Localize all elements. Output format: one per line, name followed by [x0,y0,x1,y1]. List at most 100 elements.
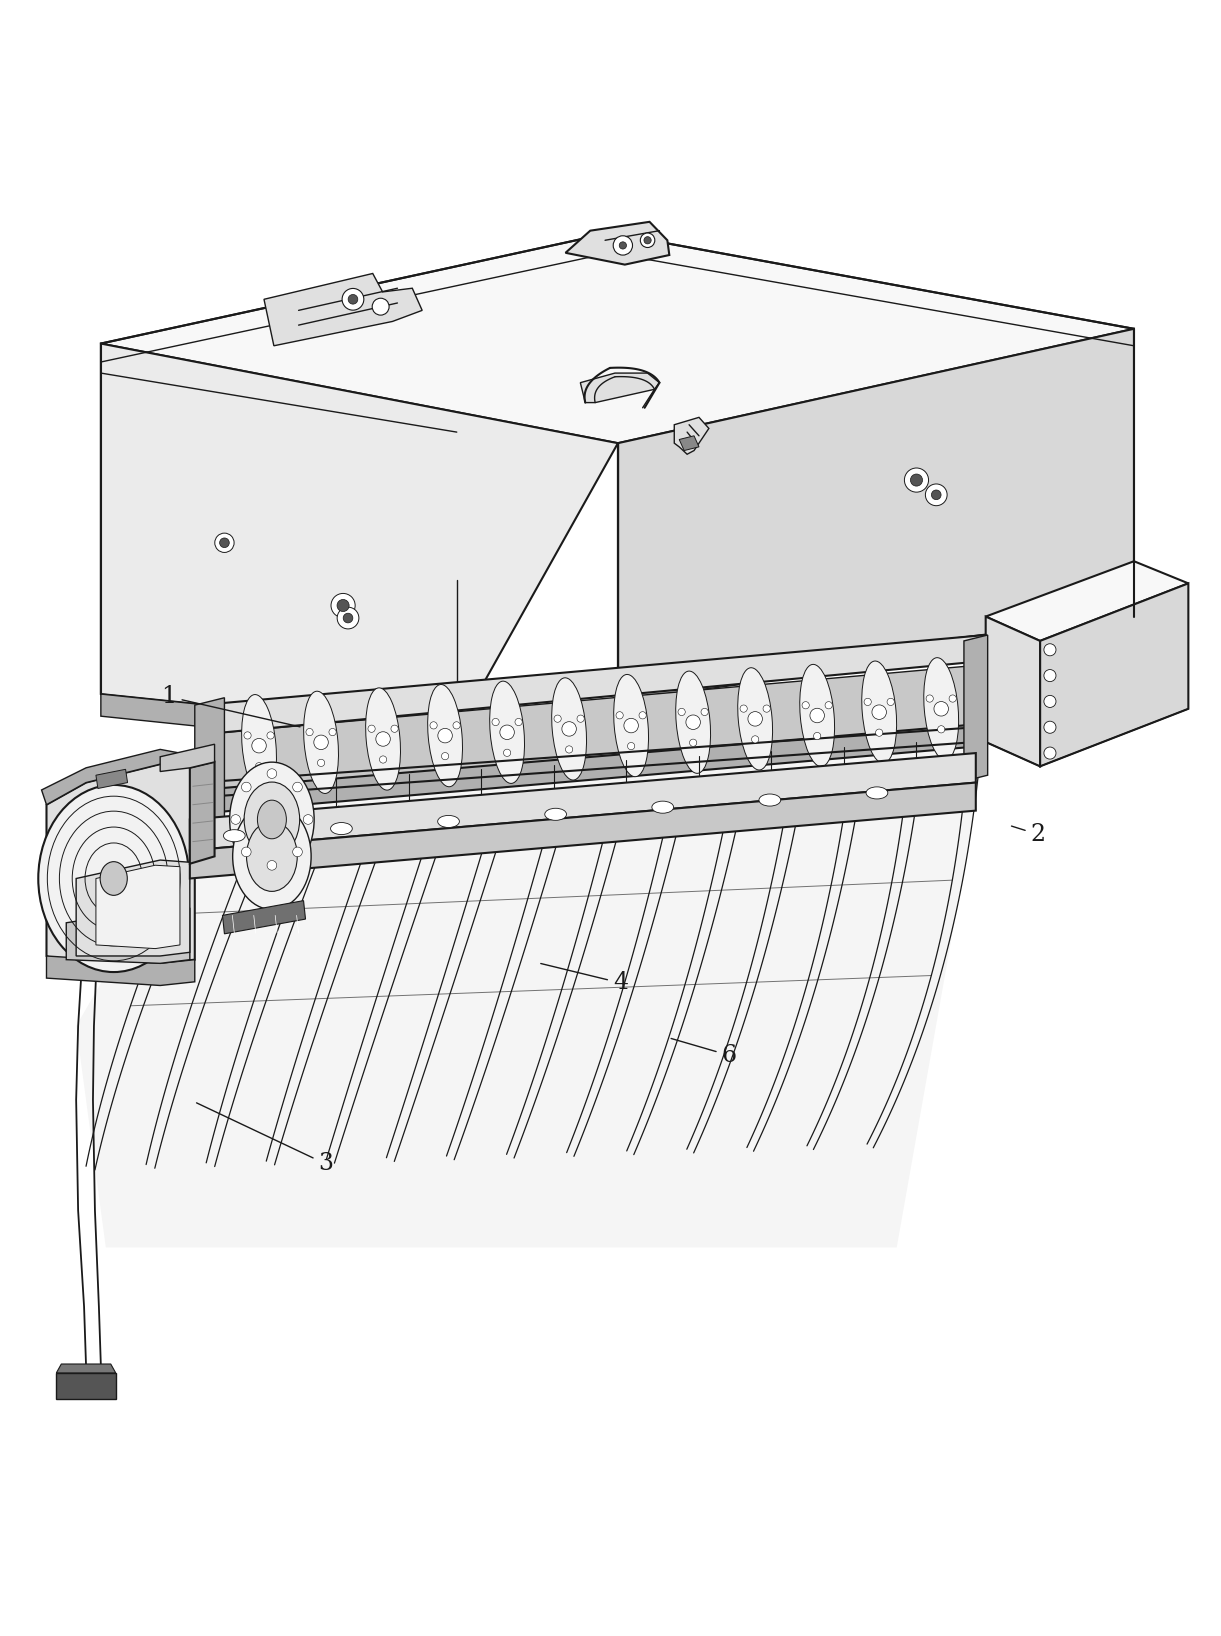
Ellipse shape [100,862,127,895]
Circle shape [430,721,437,730]
Ellipse shape [304,690,338,793]
Polygon shape [580,373,659,402]
Polygon shape [56,1364,116,1373]
Text: 3: 3 [197,1103,333,1176]
Circle shape [492,718,499,726]
Polygon shape [963,635,988,780]
Ellipse shape [233,803,311,910]
Ellipse shape [737,667,773,771]
Circle shape [328,728,336,736]
Polygon shape [679,435,698,450]
Circle shape [752,736,758,743]
Ellipse shape [242,695,276,797]
Circle shape [1044,721,1056,733]
Circle shape [1044,695,1056,707]
Polygon shape [200,664,985,793]
Circle shape [926,695,933,702]
Circle shape [872,705,886,720]
Circle shape [554,715,562,721]
Polygon shape [101,232,1134,443]
Circle shape [372,298,389,316]
Circle shape [376,731,391,746]
Circle shape [701,708,708,715]
Circle shape [911,474,923,486]
Circle shape [515,718,523,726]
Circle shape [619,242,626,249]
Circle shape [337,599,349,612]
Ellipse shape [614,674,648,777]
Polygon shape [189,762,215,864]
Polygon shape [200,635,985,735]
Polygon shape [200,723,985,813]
Circle shape [613,236,632,255]
Circle shape [380,756,387,762]
Ellipse shape [230,762,314,877]
Circle shape [503,749,510,756]
Circle shape [938,726,945,733]
Polygon shape [195,697,225,865]
Polygon shape [1040,584,1188,766]
Circle shape [825,702,833,708]
Polygon shape [101,344,618,731]
Ellipse shape [924,658,958,761]
Circle shape [678,708,685,715]
Circle shape [391,725,398,733]
Circle shape [640,232,654,247]
Circle shape [314,735,328,749]
Circle shape [267,769,277,779]
Circle shape [337,607,359,628]
Circle shape [317,759,325,767]
Circle shape [244,731,252,739]
Ellipse shape [675,671,711,774]
Circle shape [267,861,277,870]
Circle shape [303,815,313,825]
Polygon shape [96,865,179,949]
Polygon shape [222,901,305,934]
Ellipse shape [244,782,299,857]
Circle shape [578,715,584,721]
Circle shape [220,538,230,548]
Circle shape [628,743,635,749]
Circle shape [343,614,353,623]
Circle shape [565,746,573,753]
Circle shape [368,725,375,733]
Circle shape [875,730,883,736]
Polygon shape [96,769,127,789]
Circle shape [1044,669,1056,682]
Circle shape [215,533,234,553]
Polygon shape [565,222,669,265]
Circle shape [242,782,252,792]
Ellipse shape [800,664,835,767]
Circle shape [348,294,358,304]
Polygon shape [101,694,457,753]
Polygon shape [674,417,709,455]
Circle shape [499,725,514,739]
Ellipse shape [365,687,400,790]
Ellipse shape [427,684,463,787]
Circle shape [442,753,448,759]
Polygon shape [264,273,422,345]
Circle shape [763,705,770,712]
Text: 2: 2 [1011,823,1045,846]
Circle shape [331,594,355,617]
Polygon shape [618,329,1134,679]
Polygon shape [76,746,985,1247]
Circle shape [293,782,303,792]
Circle shape [453,721,460,730]
Ellipse shape [437,815,459,828]
Circle shape [864,699,872,705]
Circle shape [905,468,928,492]
Circle shape [932,491,941,499]
Ellipse shape [258,800,287,839]
Circle shape [888,699,894,705]
Circle shape [813,733,821,739]
Ellipse shape [545,808,567,820]
Circle shape [949,695,956,702]
Ellipse shape [759,793,780,807]
Circle shape [690,739,697,746]
Polygon shape [189,753,976,851]
Polygon shape [160,744,215,772]
Circle shape [342,288,364,311]
Polygon shape [46,764,195,975]
Circle shape [639,712,646,718]
